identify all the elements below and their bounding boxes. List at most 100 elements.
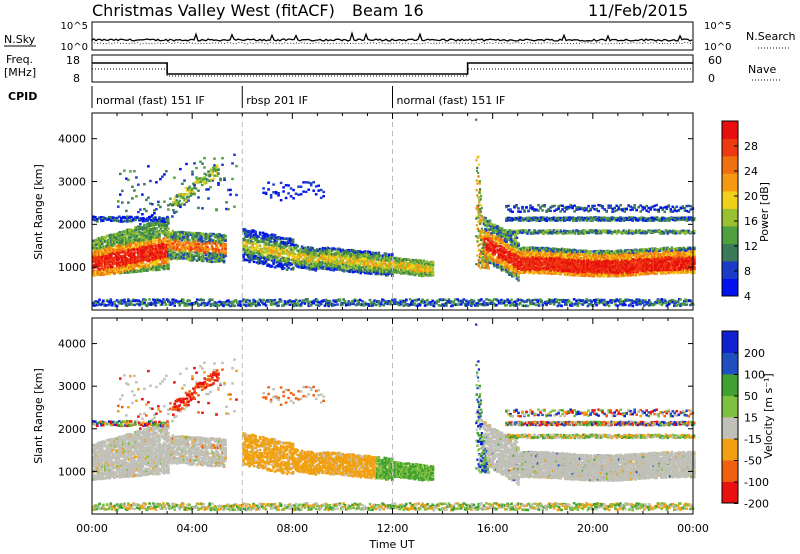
power-cell <box>172 209 175 211</box>
power-cell <box>194 238 197 240</box>
power-cell <box>231 178 234 180</box>
power-cell <box>207 197 210 199</box>
power-cell <box>151 203 154 205</box>
power-cell <box>227 208 230 210</box>
power-cell <box>216 165 219 167</box>
power-cell <box>197 245 200 247</box>
power-cell <box>190 252 193 254</box>
power-cell <box>123 170 126 172</box>
power-cell <box>163 173 166 175</box>
power-cell <box>146 249 149 251</box>
nsearch-label: N.Search <box>746 30 796 43</box>
power-cell <box>188 186 191 188</box>
power-cell <box>235 165 238 167</box>
nsearch-trace <box>92 43 692 45</box>
power-cell <box>163 201 166 203</box>
power-cell <box>101 243 104 245</box>
nave-trace <box>92 69 693 76</box>
power-cell <box>118 258 121 260</box>
power-cell <box>96 220 99 222</box>
power-cell <box>158 233 161 235</box>
power-cell <box>121 201 124 203</box>
power-cell <box>233 206 236 208</box>
power-cell <box>185 199 188 201</box>
power-cell <box>175 211 178 213</box>
power-cell <box>145 210 148 212</box>
power-cell <box>197 181 200 183</box>
power-cell <box>183 203 186 205</box>
power-cell <box>129 170 132 172</box>
power-cell <box>197 196 200 198</box>
power-cell <box>205 182 208 184</box>
power-cell <box>137 184 140 186</box>
nsearch-tick-bottom: 10^0 <box>704 42 731 53</box>
power-cell <box>142 262 145 264</box>
power-cell <box>192 183 195 185</box>
power-cell <box>161 176 164 178</box>
nsky-trace <box>92 33 692 41</box>
power-cell <box>217 169 220 171</box>
power-cell <box>205 236 208 238</box>
power-cell <box>187 199 190 201</box>
power-cell <box>173 198 176 200</box>
power-cell <box>133 189 136 191</box>
power-cell <box>191 173 194 175</box>
power-cell <box>133 248 136 250</box>
power-cell <box>167 208 170 210</box>
power-cell <box>181 183 184 185</box>
power-cell <box>201 163 204 165</box>
power-cell <box>187 196 190 198</box>
freq-label-1: Freq. <box>6 53 33 66</box>
cpid-label: CPID <box>8 90 37 103</box>
power-cell <box>145 199 148 201</box>
power-cell <box>223 177 226 179</box>
power-cell <box>165 170 168 172</box>
power-cell <box>233 154 236 156</box>
power-cell <box>167 268 170 270</box>
power-cell <box>133 170 136 172</box>
power-cell <box>180 196 183 198</box>
power-cell <box>183 179 186 181</box>
power-cell <box>221 157 224 159</box>
power-cell <box>212 233 215 235</box>
power-cell <box>117 200 120 202</box>
power-cell <box>129 216 132 218</box>
power-cell <box>201 207 204 209</box>
power-cell <box>224 253 227 255</box>
nave-tick-top: 60 <box>708 54 722 67</box>
power-cell <box>159 206 162 208</box>
power-cell <box>211 173 214 175</box>
power-cell <box>104 237 107 239</box>
power-cell <box>201 184 204 186</box>
power-cell <box>153 212 156 214</box>
power-cell <box>186 193 189 195</box>
power-cell <box>172 250 175 252</box>
power-cell <box>119 193 122 195</box>
power-cell <box>167 258 170 260</box>
power-cell <box>214 175 217 177</box>
power-cell <box>223 260 226 262</box>
power-cell <box>155 208 158 210</box>
power-cell <box>203 173 206 175</box>
power-cell <box>185 187 188 189</box>
nsky-tick-bottom: 10^0 <box>61 42 88 53</box>
power-cell <box>147 165 150 167</box>
power-cell <box>191 243 194 245</box>
power-cell <box>203 157 206 159</box>
power-cell <box>224 235 227 237</box>
power-cell <box>167 261 170 263</box>
power-cell <box>181 203 184 205</box>
power-cell <box>147 197 150 199</box>
power-cell <box>235 194 238 196</box>
power-cell <box>178 200 181 202</box>
power-cell <box>203 166 206 168</box>
power-cell <box>141 213 144 215</box>
power-cell <box>135 176 138 178</box>
power-cell <box>123 216 126 218</box>
power-cell <box>217 182 220 184</box>
power-cell <box>195 167 198 169</box>
power-cell <box>208 256 211 258</box>
power-cell <box>135 195 138 197</box>
beam-label: Beam 16 <box>352 1 424 20</box>
